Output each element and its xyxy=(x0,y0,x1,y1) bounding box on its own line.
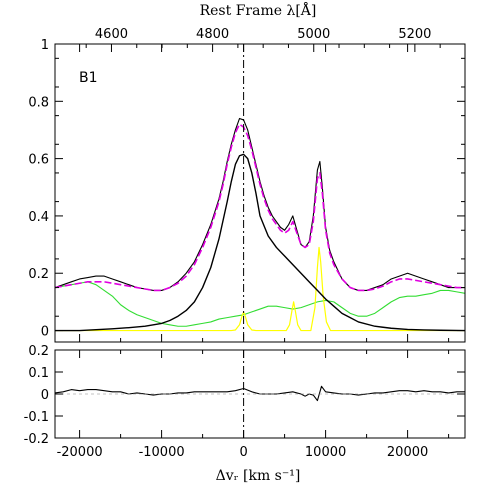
panel-tag: B1 xyxy=(79,70,98,86)
residual-panel: -0.2 -0.1 0 0.1 0.2 -20000 -10000 0 10000 20000 xyxy=(24,44,466,460)
main-ytick-label: 0.8 xyxy=(28,95,49,110)
top-xtick-label: 4600 xyxy=(95,27,128,42)
fe-template-line xyxy=(54,281,466,327)
bottom-xtick-label: 10000 xyxy=(305,445,346,460)
top-axis-title: Rest Frame λ[Å] xyxy=(200,1,317,19)
bottom-xtick-label: 0 xyxy=(239,445,247,460)
bottom-axis-title: Δvᵣ [km s⁻¹] xyxy=(216,468,301,484)
bottom-xtick-label: -10000 xyxy=(139,445,185,460)
residual-panel-curves xyxy=(54,350,465,438)
main-ytick-label: 0.2 xyxy=(28,267,49,282)
observed-spectrum-line xyxy=(54,117,465,291)
top-xtick-label: 5000 xyxy=(297,27,330,42)
main-ytick-label: 1 xyxy=(41,38,49,53)
model-total-line xyxy=(54,123,465,292)
main-ytick-label: 0.6 xyxy=(28,153,49,168)
top-xtick-label: 4800 xyxy=(196,27,229,42)
main-panel-ticks: 0 0.2 0.4 0.6 0.8 1 4600 4800 5000 5200 xyxy=(28,27,465,340)
main-panel-curves xyxy=(54,44,466,342)
residual-panel-ticks: -0.2 -0.1 0 0.1 0.2 -20000 -10000 0 10000 20000 xyxy=(24,44,465,460)
residual-ytick-label: 0 xyxy=(41,388,49,403)
main-ytick-label: 0 xyxy=(41,325,49,340)
top-xtick-label: 5200 xyxy=(398,27,431,42)
main-ytick-label: 0.4 xyxy=(28,210,49,225)
residual-ytick-label: 0.1 xyxy=(28,366,49,381)
bottom-xtick-label: -20000 xyxy=(57,445,103,460)
main-panel: 0 0.2 0.4 0.6 0.8 1 4600 4800 5000 5200 B1 xyxy=(28,27,466,343)
residual-ytick-label: -0.2 xyxy=(24,432,49,447)
bottom-xtick-label: 20000 xyxy=(387,445,428,460)
residual-ytick-label: -0.1 xyxy=(24,410,49,425)
main-panel-frame xyxy=(54,43,466,343)
residual-ytick-label: 0.2 xyxy=(28,344,49,359)
residual-line xyxy=(54,385,465,402)
narrow-lines-line xyxy=(55,246,465,332)
broad-component-line xyxy=(55,153,466,332)
